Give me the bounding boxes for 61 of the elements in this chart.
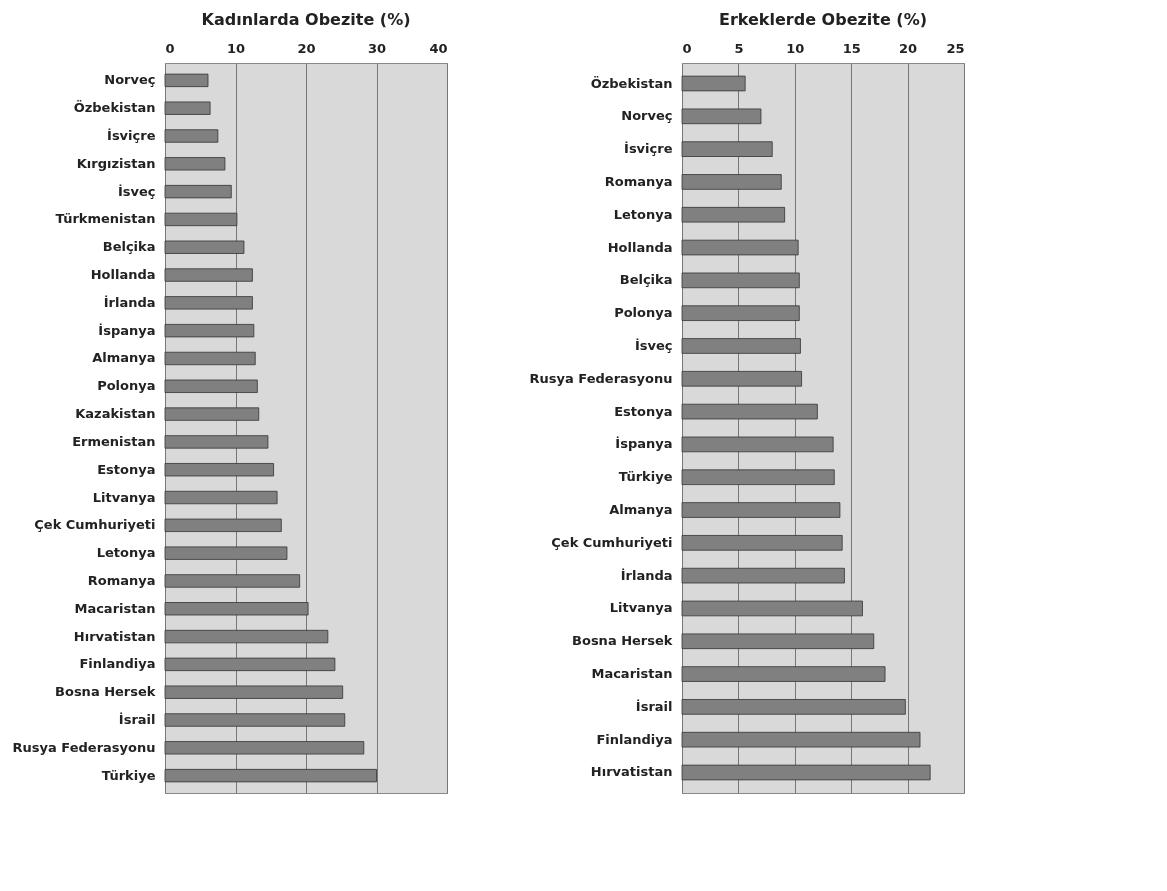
y-tick-label: Hollanda xyxy=(90,267,156,283)
y-tick-label: Norveç xyxy=(621,108,673,124)
y-tick-label: Türkiye xyxy=(618,469,673,485)
y-tick-label: Almanya xyxy=(92,350,156,366)
x-tick-label: 40 xyxy=(429,40,448,56)
y-tick-label: Macaristan xyxy=(591,666,673,682)
y-tick-label: Litvanya xyxy=(609,600,673,616)
y-tick-label: İspanya xyxy=(615,436,673,452)
y-tick-label: Çek Cumhuriyeti xyxy=(34,517,156,533)
y-tick-label: Estonya xyxy=(614,403,673,419)
y-tick-label: Polonya xyxy=(614,305,673,321)
y-tick-label: Litvanya xyxy=(92,489,156,505)
x-tick-label: 0 xyxy=(165,40,175,56)
y-tick-label: Ermenistan xyxy=(72,433,156,449)
y-tick-label: Özbekistan xyxy=(590,75,673,91)
y-tick-label: İsrail xyxy=(635,698,673,714)
y-tick-label: Bosna Hersek xyxy=(55,684,156,700)
x-tick-label: 15 xyxy=(842,40,861,56)
y-tick-label: İrlanda xyxy=(103,294,156,310)
y-tick-label: Çek Cumhuriyeti xyxy=(551,534,673,550)
x-tick-label: 5 xyxy=(734,40,744,56)
y-tick-label: İspanya xyxy=(98,322,156,338)
y-tick-label: Finlandiya xyxy=(79,656,156,672)
y-tick-label: Estonya xyxy=(97,461,156,477)
x-tick-label: 10 xyxy=(786,40,805,56)
y-tick-label: Kırgızistan xyxy=(76,155,156,171)
y-tick-label: Almanya xyxy=(609,502,673,518)
y-tick-label: Hırvatistan xyxy=(73,628,156,644)
y-tick-label: Türkiye xyxy=(101,767,156,783)
x-tick-label: 30 xyxy=(367,40,387,56)
y-tick-label: İsveç xyxy=(117,183,156,199)
x-tick-label: 20 xyxy=(899,40,918,56)
x-tick-label: 25 xyxy=(946,40,965,56)
y-tick-label: Norveç xyxy=(104,72,156,88)
chart-title: Erkeklerde Obezite (%) xyxy=(718,10,928,29)
y-tick-label: Finlandiya xyxy=(596,731,673,747)
y-tick-label: Polonya xyxy=(97,378,156,394)
y-tick-label: İrlanda xyxy=(620,567,673,583)
y-tick-label: Özbekistan xyxy=(73,100,156,116)
y-tick-label: Letonya xyxy=(96,545,156,561)
y-tick-label: Romanya xyxy=(87,572,156,588)
y-tick-label: Kazakistan xyxy=(75,406,156,422)
y-tick-label: Romanya xyxy=(604,173,673,189)
y-tick-label: İsveç xyxy=(634,337,673,353)
y-tick-label: Hollanda xyxy=(607,239,673,255)
x-tick-label: 0 xyxy=(682,40,692,56)
y-tick-label: Macaristan xyxy=(74,600,156,616)
y-tick-label: Hırvatistan xyxy=(590,764,673,780)
y-tick-label: Bosna Hersek xyxy=(572,633,673,649)
x-tick-label: 20 xyxy=(297,40,316,56)
y-tick-label: Belçika xyxy=(102,239,156,255)
chart-title: Kadınlarda Obezite (%) xyxy=(201,10,411,29)
y-tick-label: İsrail xyxy=(118,712,156,727)
y-tick-label: İsviçre xyxy=(624,141,673,157)
y-tick-label: İsviçre xyxy=(107,128,156,143)
y-tick-label: Türkmenistan xyxy=(55,211,156,227)
x-tick-label: 10 xyxy=(226,40,246,56)
y-tick-label: Rusya Federasyonu xyxy=(12,739,156,755)
y-tick-label: Letonya xyxy=(613,206,673,222)
y-tick-label: Rusya Federasyonu xyxy=(529,370,673,386)
y-tick-label: Belçika xyxy=(619,272,673,288)
